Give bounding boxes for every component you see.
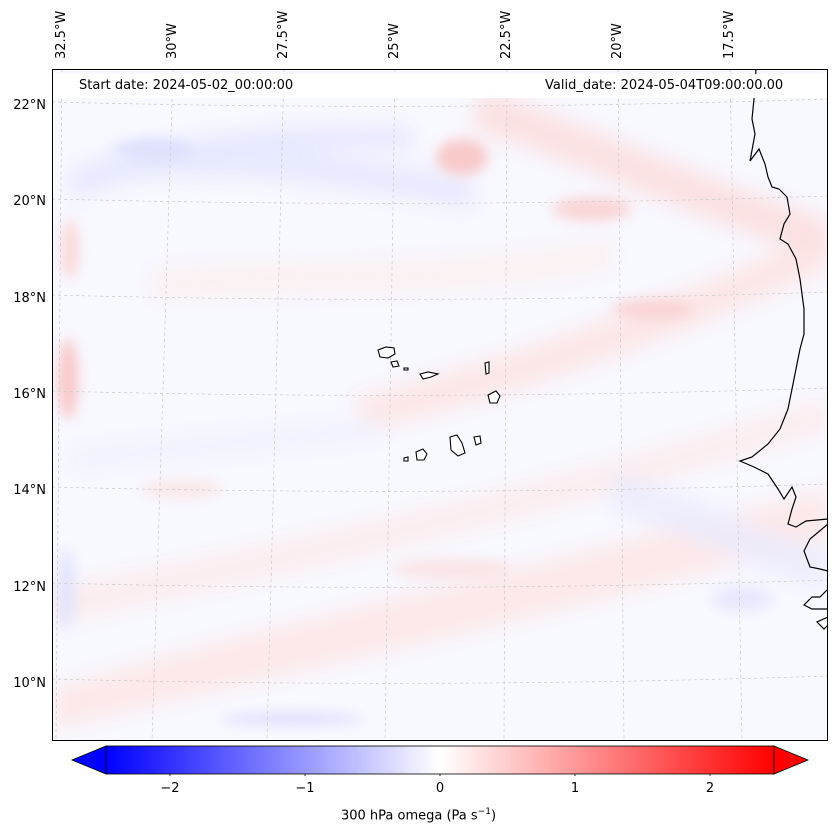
map-header-band <box>52 74 828 98</box>
lat-label-22n: 22°N <box>13 98 46 113</box>
colorbar-label: 300 hPa omega (Pa s−1) <box>0 807 837 823</box>
lat-label-18n: 18°N <box>13 291 46 306</box>
colorbar-tick-1: 1 <box>570 781 580 796</box>
island-maio <box>473 435 482 446</box>
lat-label-14n: 14°N <box>13 483 46 498</box>
colorbar <box>70 745 810 776</box>
lon-label-17-5w: 17.5°W <box>722 10 737 59</box>
islands <box>377 346 501 462</box>
colorbar-label-exponent: −1 <box>477 807 491 817</box>
island-santiago <box>449 434 466 457</box>
lon-label-30w: 30°W <box>165 23 180 59</box>
colorbar-extend-max <box>773 745 810 775</box>
omega-field <box>52 89 828 729</box>
colorbar-tick-2: 2 <box>705 781 715 796</box>
colorbar-label-main: 300 hPa omega (Pa s <box>340 808 478 824</box>
colorbar-tick-minus-2: −2 <box>160 781 180 796</box>
colorbar-tick-minus-1: −1 <box>295 781 315 796</box>
lon-label-32-5w: 32.5°W <box>54 10 69 59</box>
colorbar-tick-0: 0 <box>435 781 445 796</box>
start-date-text: Start date: 2024-05-02_00:00:00 <box>79 78 294 93</box>
valid-date-text: Valid_date: 2024-05-04T09:00:00.00 <box>545 78 784 93</box>
island-sao-nicolau <box>419 371 440 380</box>
island-brava <box>403 456 409 462</box>
lon-label-27-5w: 27.5°W <box>276 10 291 59</box>
lon-label-25w: 25°W <box>387 23 402 59</box>
lat-label-16n: 16°N <box>13 387 46 402</box>
colorbar-extend-min <box>70 745 107 775</box>
map-frame <box>52 69 828 741</box>
lon-label-20w: 20°W <box>610 23 625 59</box>
lat-label-20n: 20°N <box>13 194 46 209</box>
colorbar-gradient <box>105 745 775 775</box>
island-santa-luzia <box>403 367 409 371</box>
african-coastline <box>738 69 828 630</box>
lat-label-12n: 12°N <box>13 580 46 595</box>
island-sao-vicente <box>390 360 400 368</box>
colorbar-label-end: ) <box>490 808 497 824</box>
colorbar-tickmarks <box>169 774 711 776</box>
lat-label-10n: 10°N <box>13 676 46 691</box>
island-fogo <box>415 448 428 461</box>
island-sal <box>484 361 490 375</box>
island-boa-vista <box>487 390 501 404</box>
island-santo-antao <box>377 346 396 359</box>
lon-label-22-5w: 22.5°W <box>499 10 514 59</box>
graticule <box>52 69 828 741</box>
map-panel <box>52 69 828 741</box>
